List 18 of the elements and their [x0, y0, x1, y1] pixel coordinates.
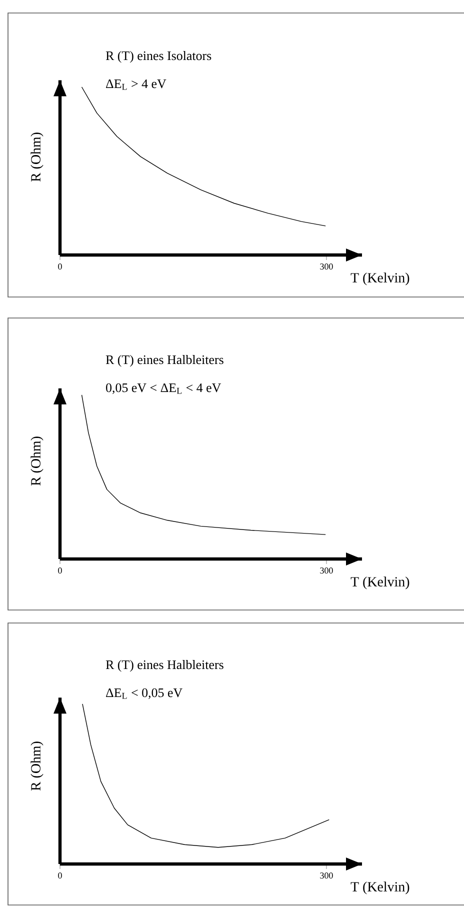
chart-subtitle: 0,05 eV < ΔE$_{L}$ < 4 eV: [106, 383, 222, 394]
x-axis-title: T (Kelvin): [350, 272, 410, 286]
x-tick-label: 0: [58, 264, 62, 270]
chart-title: R (T) eines Halbleiters: [106, 355, 224, 367]
x-tick-label: 300: [320, 568, 333, 574]
y-axis-title: R (Ohm): [30, 132, 44, 182]
x-tick-label: 300: [320, 264, 333, 270]
x-axis-title: T (Kelvin): [350, 576, 410, 590]
x-tick-label: 0: [58, 872, 62, 879]
chart-subtitle: ΔE$_{L}$ > 4 eV: [106, 79, 166, 90]
y-axis-title: R (Ohm): [30, 742, 44, 791]
x-tick-label: 300: [320, 872, 333, 879]
chart-title: R (T) eines Halbleiters: [106, 660, 224, 672]
x-tick-label: 0: [58, 568, 62, 574]
chart-subtitle: ΔE$_{L}$ < 0,05 eV: [106, 688, 182, 699]
chart-title: R (T) eines Isolators: [106, 51, 212, 63]
x-axis-title: T (Kelvin): [350, 882, 410, 894]
y-axis-title: R (Ohm): [30, 436, 44, 486]
